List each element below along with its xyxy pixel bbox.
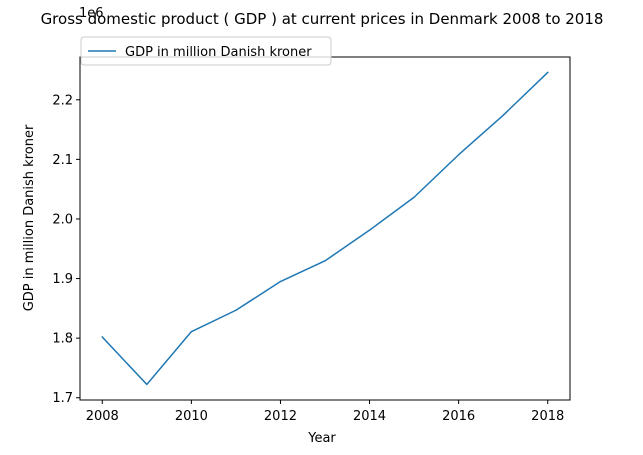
legend-box — [80, 36, 332, 66]
series-line-gdp — [101, 71, 549, 386]
y-tick-label: 2.2 — [52, 93, 73, 108]
x-tick-label: 2012 — [264, 409, 297, 424]
x-tick-label: 2008 — [86, 409, 119, 424]
y-offset-text: 1e6 — [79, 6, 104, 21]
plot-area — [79, 56, 571, 401]
x-tick-label: 2016 — [442, 409, 475, 424]
series-layer — [101, 71, 549, 386]
y-tick-label: 1.9 — [52, 272, 73, 287]
y-tick-label: 1.7 — [52, 391, 73, 406]
x-tick-label: 2014 — [353, 409, 386, 424]
y-tick-label: 2.0 — [52, 212, 73, 227]
axis-ticks: 2008 2010 2012 2014 2016 2018 1.7 1.8 1.9 2.0 2.1 2… — [52, 93, 564, 424]
legend: GDP in million Danish kroner — [80, 36, 332, 66]
x-axis-label: Year — [307, 431, 336, 446]
y-axis-label: GDP in million Danish kroner — [22, 124, 37, 311]
legend-label: GDP in million Danish kroner — [125, 45, 312, 60]
x-tick-label: 2010 — [175, 409, 208, 424]
plot-frame — [79, 56, 571, 401]
chart-title: Gross domestic product ( GDP ) at curren… — [41, 10, 604, 28]
x-tick-label: 2018 — [531, 409, 564, 424]
y-tick-label: 2.1 — [52, 153, 73, 168]
y-tick-label: 1.8 — [52, 332, 73, 347]
